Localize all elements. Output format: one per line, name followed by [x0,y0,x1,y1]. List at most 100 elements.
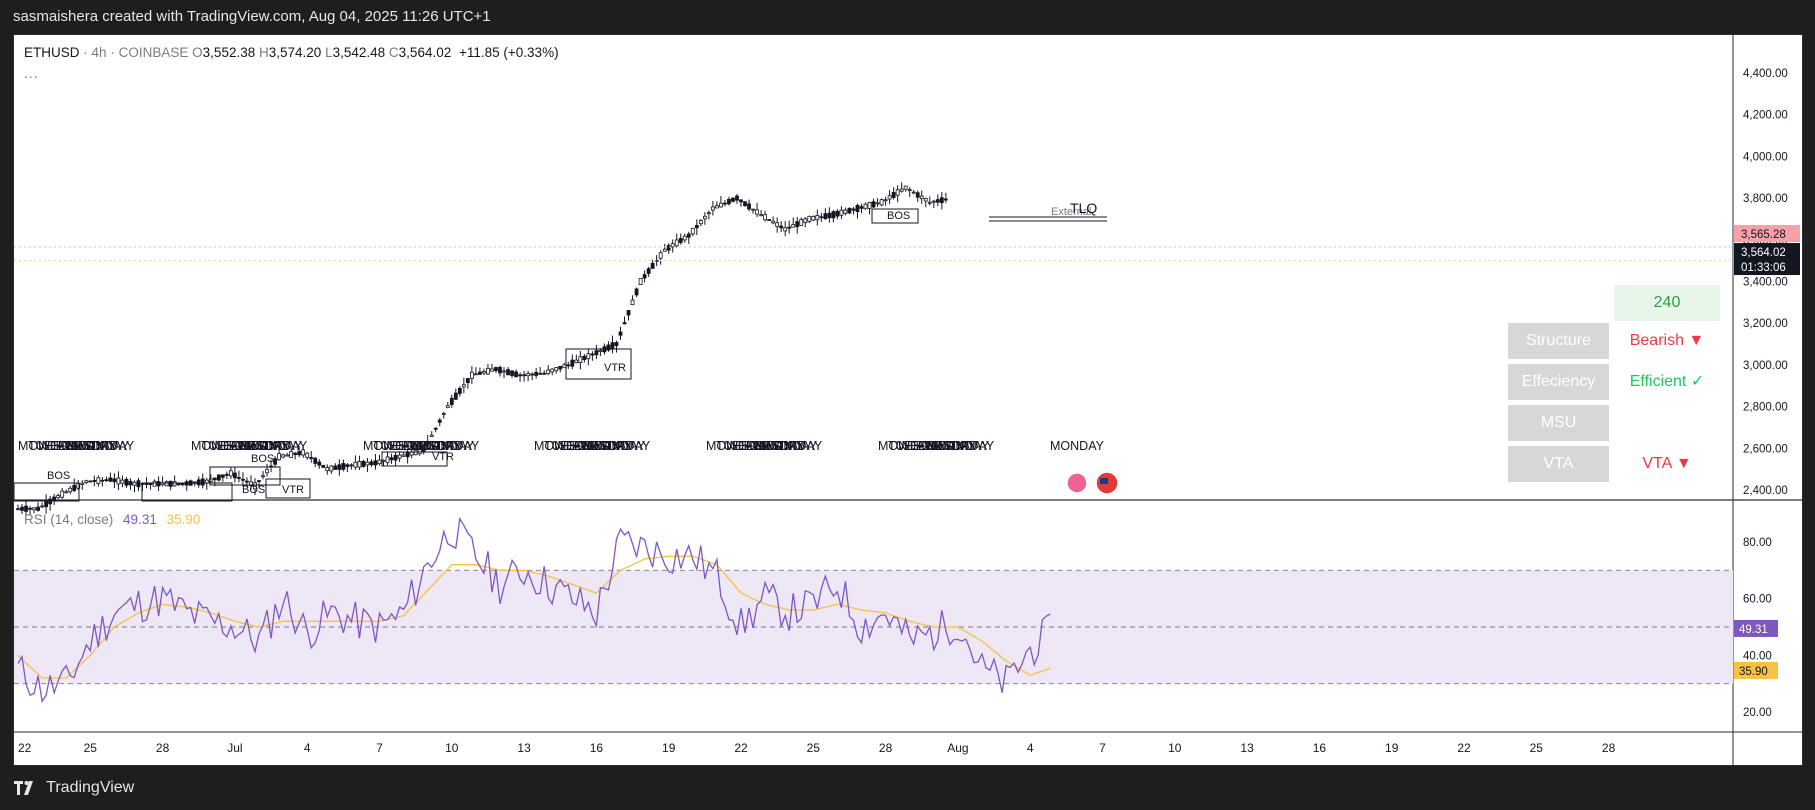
panel-structure-label: Structure [1508,323,1609,359]
legend-sep-2: · [110,45,115,60]
candle-body [128,480,133,486]
candle-body [325,467,330,472]
candle-body [309,457,314,459]
candle-body [281,454,286,458]
candle-body [64,491,69,494]
session-day-label: FRIDAY [403,439,449,453]
price-tick-label: 3,800.00 [1743,193,1788,205]
rsi-ma-badge-text: 35.90 [1739,666,1768,678]
candle-body [84,480,89,484]
candle-body [228,470,233,477]
candle-body [164,481,169,487]
flag-canton-icon [1100,478,1108,484]
price-tick-label: 3,000.00 [1743,360,1788,372]
time-tick-label: 22 [1457,741,1471,755]
symbol-name[interactable]: ETHUSD [24,45,80,60]
candle-body [486,367,490,375]
candle-body [614,342,619,347]
session-day-label: SUNDAY [423,439,475,453]
candle-body [68,487,73,493]
vtr-2-label: VTR [432,451,454,463]
candle-body [249,481,253,486]
candle-body [899,188,904,192]
candle-body [751,208,755,211]
session-day-label: FRIDAY [231,439,277,453]
candle-body [124,478,129,486]
candle-body [502,370,506,373]
prev-price-badge [1734,225,1800,243]
candle-body [606,344,611,351]
bos-2-box [141,482,233,502]
candle-body [710,206,715,211]
candle-body [526,373,531,377]
interval-label[interactable]: 4h [91,45,107,60]
candle-body [333,465,338,470]
candle-body [803,218,808,223]
candle-body [939,197,944,204]
candle-body [702,215,707,220]
candle-body [80,482,85,485]
session-day-label: SUNDAY [938,439,990,453]
price-tick-label: 2,800.00 [1743,402,1788,414]
rsi-title[interactable]: RSI (14, close) [24,512,114,527]
candle-body [650,262,655,269]
candle-body [28,507,32,510]
candle-body [220,474,225,478]
attribution-text: sasmaishera created with TradingView.com… [13,8,491,25]
candle-body [208,478,213,483]
candle-body [743,201,747,207]
candle-body [542,372,547,375]
candle-body [490,368,494,372]
time-tick-label: 19 [662,741,676,755]
candle-body [715,205,719,209]
candle-body [329,465,334,472]
candle-body [915,192,920,198]
candle-body [241,478,245,481]
vtr-3-label: VTR [604,362,626,374]
candle-body [775,222,780,227]
legend-more-button[interactable]: ... [24,65,39,81]
session-day-label: TUESDAY [544,439,603,453]
candle-body [698,220,703,225]
bos-1-box [14,482,80,502]
candle-body [686,233,691,238]
panel-efficiency-label: Effeciency [1508,364,1609,400]
candle-body [494,367,498,372]
candle-body [839,209,844,216]
candle-body [843,209,848,214]
candle-body [815,215,820,221]
candle-body [365,461,370,466]
event-icon-economic[interactable] [1066,472,1088,494]
candle-body [120,479,125,484]
candle-body [550,368,555,373]
candle-body [586,353,591,360]
candle-body [658,252,663,259]
prev-price-badge-text: 3,565.28 [1741,229,1786,241]
candle-body [132,481,137,486]
candle-body [16,508,20,511]
candle-body [104,479,109,482]
time-tick-label: 25 [807,741,821,755]
rsi-line [17,516,1051,704]
candle-body [642,274,647,279]
candle-body [52,496,57,502]
candle-body [305,452,310,458]
session-day-label: TUESDAY [201,439,260,453]
chart-canvas[interactable]: 4,400.004,200.004,000.003,800.003,600.00… [14,35,1802,765]
candle-body [469,371,474,379]
chart-frame[interactable]: 4,400.004,200.004,000.003,800.003,600.00… [13,34,1803,766]
candle-body [851,208,856,211]
candle-body [610,342,615,350]
candle-body [819,216,824,219]
time-tick-label: 7 [1099,741,1106,755]
candle-body [349,464,354,467]
vtr-3-box [565,348,632,380]
close-label: C [388,45,399,60]
candle-body [136,480,141,488]
candle-body [96,477,101,484]
rsi-ma-badge [1734,661,1778,679]
candle-body [232,472,237,479]
candle-body [739,199,743,203]
session-day-label: THURSDAY [393,439,461,453]
last-price-badge [1734,243,1800,276]
